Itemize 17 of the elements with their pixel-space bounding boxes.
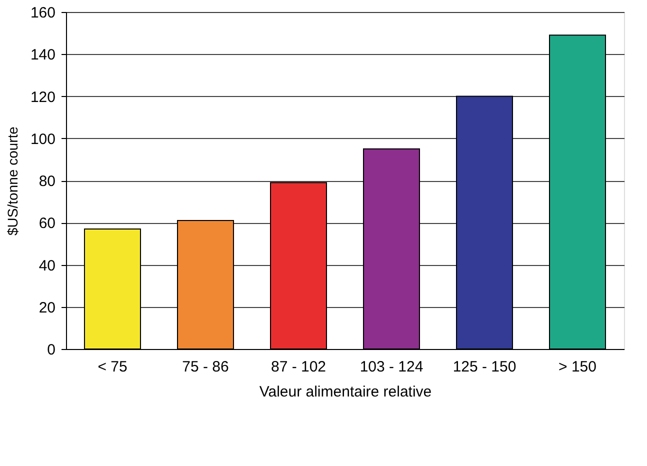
y-tick-label: 0 — [47, 342, 56, 358]
y-tick-label: 140 — [30, 46, 56, 64]
x-tick-label: > 150 — [558, 358, 596, 376]
y-tick-label: 120 — [30, 88, 56, 106]
x-axis-title: Valeur alimentaire relative — [259, 384, 432, 400]
y-tick-label: 80 — [38, 173, 56, 190]
y-tick-label: 40 — [38, 257, 56, 274]
x-tick-label: 103 - 124 — [360, 358, 424, 376]
y-tick-label: 60 — [38, 215, 56, 232]
y-axis-title: $US/tonne courte — [4, 126, 20, 236]
x-tick-label: 125 - 150 — [452, 358, 516, 376]
x-tick-label: 87 - 102 — [270, 358, 326, 376]
x-tick-label: 75 - 86 — [182, 358, 229, 376]
y-tick-label: 20 — [38, 299, 56, 316]
y-tick-label: 160 — [30, 4, 56, 22]
y-tick-label: 100 — [30, 130, 56, 148]
x-tick-label: < 75 — [98, 358, 128, 376]
